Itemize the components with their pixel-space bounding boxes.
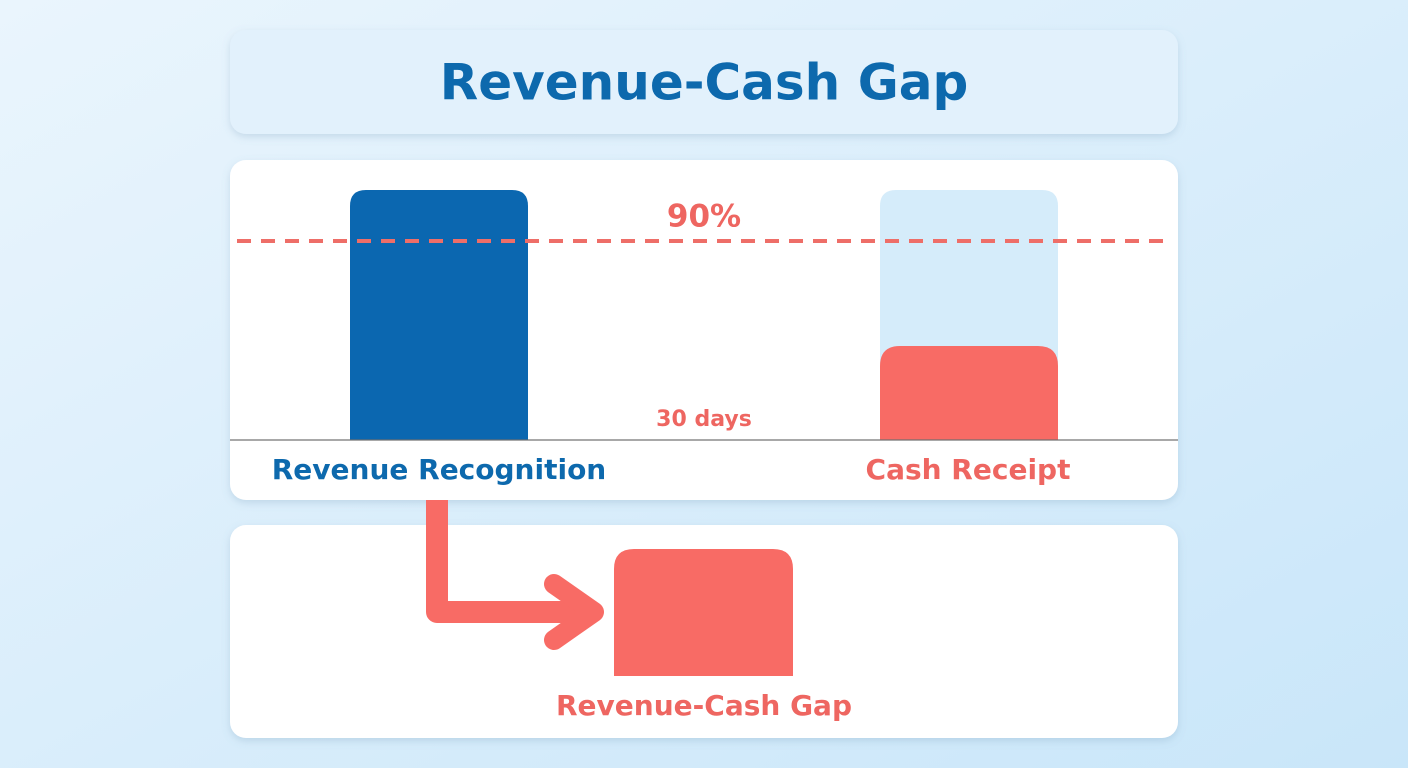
gap-block [614, 549, 793, 676]
title-card [230, 30, 1178, 134]
title: Revenue-Cash Gap [440, 54, 969, 112]
right-label: Cash Receipt [866, 453, 1071, 486]
left-label: Revenue Recognition [272, 453, 607, 486]
arrow-shaft [426, 500, 582, 623]
cash-bar [880, 346, 1058, 440]
gap-label: Revenue-Cash Gap [556, 689, 852, 722]
arrow-head [544, 574, 604, 650]
threshold-label: 90% [667, 199, 741, 235]
revenue-bar [350, 190, 528, 440]
delay-label: 30 days [656, 407, 752, 432]
